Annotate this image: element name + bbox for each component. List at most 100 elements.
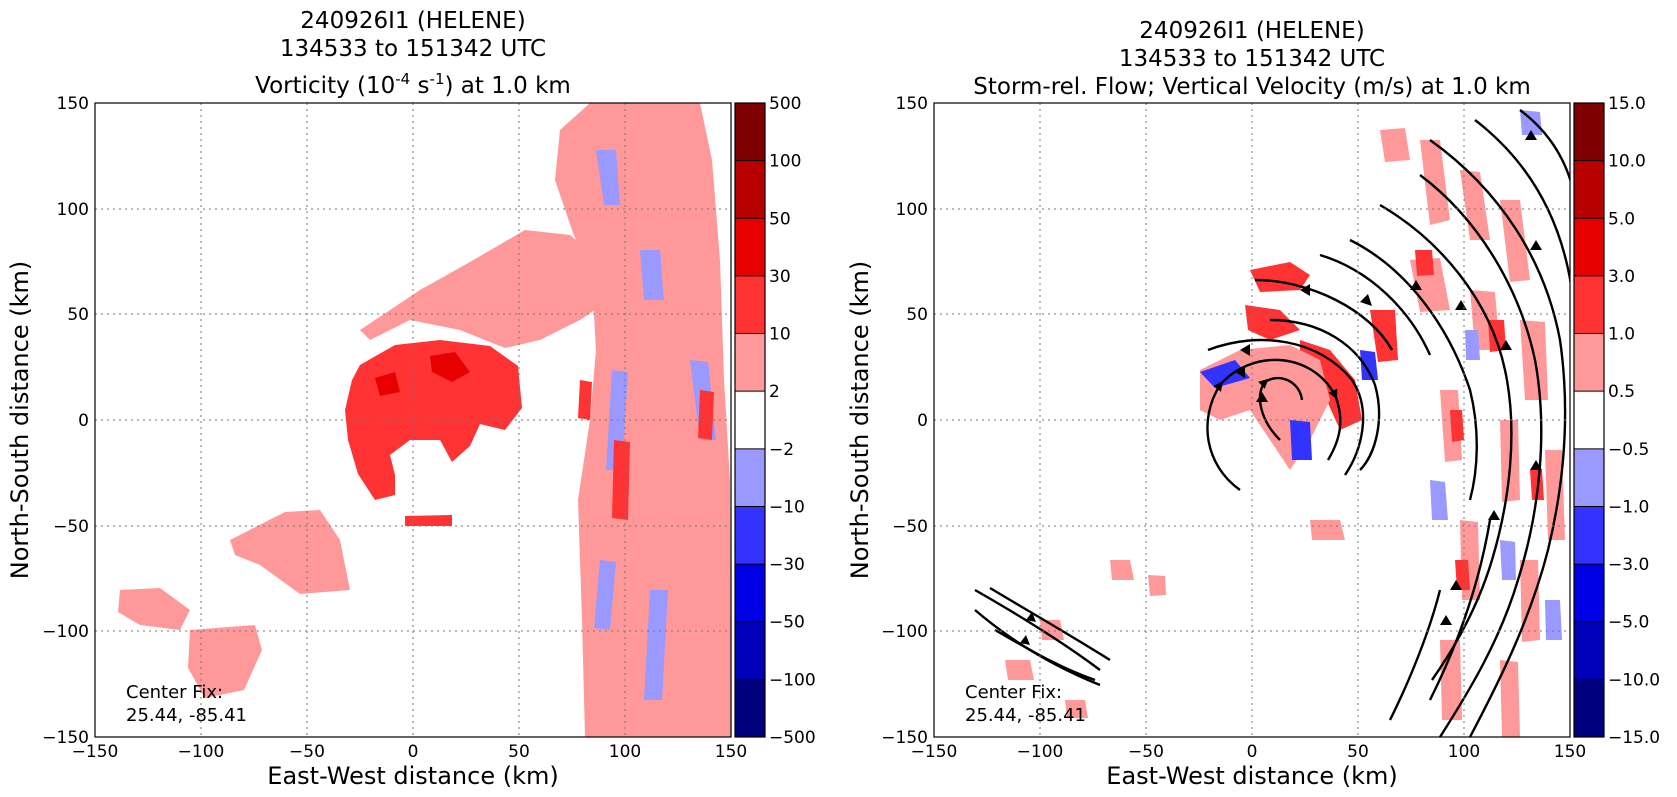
colorbar-tick-label: −1.0 xyxy=(1608,497,1649,517)
right-center-fix-label: Center Fix: xyxy=(965,682,1062,703)
right-x-ticks: −150 −100 −50 0 50 100 150 xyxy=(911,742,1587,762)
left-ytick: −100 xyxy=(42,622,89,642)
colorbar-swatch xyxy=(735,564,765,622)
left-xtick: 50 xyxy=(508,742,530,762)
colorbar-tick-label: 0.5 xyxy=(1608,382,1635,402)
right-xtick: 50 xyxy=(1347,742,1369,762)
left-ytick: 0 xyxy=(78,411,89,431)
streamline xyxy=(1419,174,1543,737)
colorbar-tick-label: 100 xyxy=(769,152,801,172)
right-xtick: −150 xyxy=(911,742,958,762)
right-title-line3: Storm-rel. Flow; Vertical Velocity (m/s)… xyxy=(973,74,1531,100)
colorbar-swatch xyxy=(735,333,765,392)
colorbar-frame xyxy=(734,102,766,738)
right-arc-red xyxy=(1245,262,1398,430)
streamline xyxy=(1519,109,1570,183)
colorbar-tick-label: 10 xyxy=(769,325,791,345)
left-title-line1: 240926I1 (HELENE) xyxy=(300,8,525,34)
arrow-icon xyxy=(1410,280,1422,290)
colorbar-swatch xyxy=(1574,218,1604,276)
right-ytick: 0 xyxy=(917,411,928,431)
right-y-ticks: −150 −100 −50 0 50 100 150 xyxy=(881,94,928,748)
colorbar-tick-label: 1.0 xyxy=(1608,325,1635,345)
left-title-line3: Vorticity (10-4 s-1) at 1.0 km xyxy=(255,70,571,99)
colorbar-tick-label: −3.0 xyxy=(1608,555,1649,575)
right-y-axis-label: North-South distance (km) xyxy=(846,261,874,580)
streamline xyxy=(994,628,1096,682)
left-plot-area xyxy=(118,103,731,737)
arrow-icon xyxy=(1488,510,1500,520)
streamline xyxy=(989,586,1111,662)
colorbar-swatch xyxy=(735,506,765,565)
right-xtick: −100 xyxy=(1017,742,1064,762)
left-xtick: −150 xyxy=(72,742,119,762)
streamline xyxy=(1388,589,1442,721)
colorbar-swatch xyxy=(735,103,765,161)
colorbar-swatch xyxy=(735,391,765,449)
left-center-fix-label: Center Fix: xyxy=(126,682,223,703)
colorbar-tick-label: 50 xyxy=(769,209,791,229)
right-plot-frame xyxy=(933,102,1571,738)
colorbar-frame xyxy=(1573,102,1605,738)
streamline xyxy=(1319,253,1432,356)
streamline xyxy=(1428,519,1492,701)
colorbar-swatch xyxy=(735,218,765,276)
streamline xyxy=(1206,358,1342,491)
colorbar-tick-label: −500 xyxy=(769,728,816,748)
vorticity-panel: 240926I1 (HELENE) 134533 to 151342 UTC V… xyxy=(6,8,816,790)
colorbar-tick-label: −5.0 xyxy=(1608,613,1649,633)
right-center-fix-value: 25.44, -85.41 xyxy=(965,705,1086,726)
right-ytick: −150 xyxy=(881,728,928,748)
colorbar-swatch xyxy=(735,448,765,507)
left-sw-red xyxy=(405,515,452,526)
streamline xyxy=(974,588,1101,671)
arrow-icon xyxy=(1360,294,1372,306)
right-colorbar: 15.0 10.0 5.0 3.0 1.0 0.5 −0.5 −1.0 −3.0 −5.0 −10.… xyxy=(1573,94,1660,748)
left-ytick: 100 xyxy=(57,200,89,220)
colorbar-swatch xyxy=(1574,275,1604,334)
colorbar-swatch xyxy=(1574,391,1604,449)
right-band-pink xyxy=(1380,128,1565,737)
right-ytick: 100 xyxy=(896,200,928,220)
streamline xyxy=(1254,278,1394,351)
colorbar-tick-label: 2 xyxy=(769,382,780,402)
arrow-icon xyxy=(1300,284,1310,296)
right-title-line1: 240926I1 (HELENE) xyxy=(1139,18,1364,44)
colorbar-tick-label: −15.0 xyxy=(1608,728,1660,748)
colorbar-tick-label: −0.5 xyxy=(1608,440,1649,460)
arrow-icon xyxy=(1235,366,1245,378)
left-title-line2: 134533 to 151342 UTC xyxy=(280,36,546,62)
left-arc-pink xyxy=(360,230,610,348)
arrow-icon xyxy=(1530,240,1542,250)
colorbar-swatch xyxy=(1574,679,1604,737)
arrow-icon xyxy=(1450,580,1462,590)
colorbar-swatch xyxy=(735,621,765,680)
left-eyewall-dark xyxy=(375,352,470,396)
right-streamlines xyxy=(974,109,1570,737)
colorbar-tick-label: −100 xyxy=(769,670,816,690)
colorbar-tick-label: 5.0 xyxy=(1608,209,1635,229)
colorbar-tick-label: −50 xyxy=(769,613,805,633)
right-xtick: 0 xyxy=(1247,742,1258,762)
left-colorbar: 500 100 50 30 10 2 −2 −10 −30 −50 −100 −500 xyxy=(734,94,816,748)
streamline xyxy=(1474,119,1570,287)
right-plot-area xyxy=(974,109,1570,737)
colorbar-swatch xyxy=(1574,333,1604,392)
right-ytick: −100 xyxy=(881,622,928,642)
left-plot-frame xyxy=(94,102,732,738)
streamline xyxy=(1349,238,1478,501)
colorbar-swatch xyxy=(1574,564,1604,622)
arrow-icon xyxy=(1455,300,1467,310)
right-x-axis-label: East-West distance (km) xyxy=(1106,762,1397,790)
colorbar-tick-label: 3.0 xyxy=(1608,267,1635,287)
left-x-ticks: −150 −100 −50 0 50 100 150 xyxy=(72,742,748,762)
left-y-axis-label: North-South distance (km) xyxy=(6,261,34,580)
left-xtick: 100 xyxy=(609,742,641,762)
left-band-red xyxy=(578,380,714,520)
left-ytick: −50 xyxy=(53,517,89,537)
right-title-line2: 134533 to 151342 UTC xyxy=(1119,46,1385,72)
left-grid xyxy=(95,103,731,737)
streamline xyxy=(1429,139,1567,737)
colorbar-swatch xyxy=(735,275,765,334)
